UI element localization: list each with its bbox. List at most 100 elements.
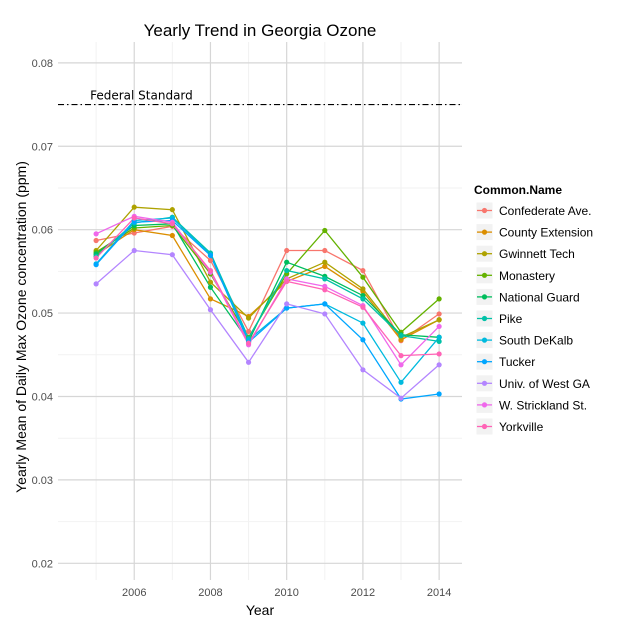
data-point bbox=[245, 315, 252, 321]
plot-area: 2006 2008 2010 2012 2014 0.02 0.03 0.04 0.05 0.06… bbox=[32, 42, 462, 599]
legend-key-point bbox=[481, 380, 488, 386]
data-point bbox=[322, 311, 328, 317]
data-point bbox=[245, 340, 252, 346]
legend-item-label: Pike bbox=[499, 312, 523, 326]
data-point bbox=[207, 296, 214, 302]
data-point bbox=[360, 367, 366, 373]
data-point bbox=[360, 286, 366, 292]
x-tick-label: 2012 bbox=[351, 587, 375, 599]
x-tick-label: 2014 bbox=[427, 587, 451, 599]
data-point bbox=[131, 247, 137, 254]
data-point bbox=[284, 247, 290, 254]
y-tick-label: 0.04 bbox=[32, 391, 53, 403]
legend-key-point bbox=[481, 207, 488, 214]
data-point bbox=[398, 395, 404, 401]
data-point bbox=[360, 296, 366, 302]
x-axis-title: Year bbox=[246, 602, 275, 618]
data-point bbox=[322, 263, 328, 269]
chart-title: Yearly Trend in Georgia Ozone bbox=[144, 21, 377, 40]
data-point bbox=[398, 379, 404, 385]
data-point bbox=[322, 287, 328, 293]
data-point bbox=[398, 353, 404, 359]
data-point bbox=[93, 255, 99, 261]
y-tick-label: 0.02 bbox=[32, 558, 53, 570]
data-point bbox=[245, 328, 252, 335]
legend: Common.Name Confederate Ave. County Extens… bbox=[474, 183, 593, 436]
data-point bbox=[360, 274, 366, 280]
x-tick-label: 2008 bbox=[198, 587, 222, 599]
data-point bbox=[207, 252, 214, 259]
data-point bbox=[436, 296, 442, 302]
data-point bbox=[169, 207, 175, 213]
data-point bbox=[169, 232, 175, 239]
data-point bbox=[207, 257, 214, 264]
legend-key-point bbox=[481, 272, 488, 278]
y-axis-title: Yearly Mean of Daily Max Ozone concentra… bbox=[13, 161, 29, 493]
data-point bbox=[436, 391, 442, 397]
y-tick-label: 0.05 bbox=[32, 308, 53, 320]
legend-item-label: South DeKalb bbox=[499, 334, 573, 348]
legend-key-point bbox=[481, 251, 488, 257]
series-line bbox=[95, 206, 440, 339]
data-point bbox=[169, 252, 175, 258]
legend-item-label: National Guard bbox=[499, 290, 580, 304]
legend-item-label: Univ. of West GA bbox=[499, 377, 590, 391]
y-tick-label: 0.06 bbox=[32, 225, 53, 237]
data-point bbox=[436, 317, 442, 323]
data-point bbox=[207, 284, 214, 290]
legend-item-label: Tucker bbox=[499, 355, 535, 369]
data-point bbox=[360, 267, 366, 274]
data-point bbox=[322, 259, 328, 265]
series-line bbox=[95, 223, 440, 343]
data-point bbox=[436, 362, 442, 368]
data-point bbox=[207, 307, 214, 313]
y-tick-label: 0.08 bbox=[32, 58, 53, 70]
reference-line-label: Federal Standard bbox=[90, 89, 193, 103]
data-point bbox=[169, 221, 175, 227]
data-point bbox=[131, 204, 137, 210]
legend-key-point bbox=[481, 294, 488, 300]
series-line bbox=[95, 249, 440, 400]
data-point bbox=[436, 311, 442, 317]
series-line bbox=[95, 216, 440, 343]
data-point bbox=[360, 337, 366, 343]
data-point bbox=[436, 334, 442, 340]
data-point bbox=[284, 278, 290, 284]
data-point bbox=[322, 227, 328, 234]
data-point bbox=[322, 247, 328, 254]
data-point bbox=[284, 259, 290, 265]
data-point bbox=[284, 301, 290, 307]
legend-key-point bbox=[481, 402, 488, 408]
legend-item-label: Gwinnett Tech bbox=[499, 247, 575, 261]
data-point bbox=[360, 320, 366, 326]
panel-background bbox=[58, 42, 462, 580]
data-point bbox=[436, 338, 442, 345]
series-line bbox=[95, 217, 440, 357]
data-point bbox=[93, 262, 99, 268]
data-point bbox=[93, 231, 99, 237]
legend-item-label: County Extension bbox=[499, 226, 593, 240]
data-point bbox=[207, 279, 214, 285]
data-point bbox=[245, 359, 252, 365]
y-tick-label: 0.07 bbox=[32, 141, 53, 153]
data-point bbox=[284, 267, 290, 274]
legend-item-label: Monastery bbox=[499, 269, 555, 283]
data-point bbox=[398, 362, 404, 368]
data-point bbox=[93, 281, 99, 287]
legend-key-point bbox=[481, 359, 488, 365]
data-point bbox=[284, 305, 290, 311]
legend-key-point bbox=[481, 229, 488, 235]
legend-item-label: W. Strickland St. bbox=[499, 398, 587, 412]
legend-key-point bbox=[481, 337, 488, 343]
data-point bbox=[322, 276, 328, 282]
legend-item-label: Yorkville bbox=[499, 420, 544, 434]
legend-key-point bbox=[481, 423, 488, 430]
y-tick-label: 0.03 bbox=[32, 475, 53, 487]
data-point bbox=[207, 267, 214, 274]
data-point bbox=[436, 323, 442, 330]
legend-title: Common.Name bbox=[474, 183, 562, 197]
legend-item-label: Confederate Ave. bbox=[499, 204, 592, 218]
data-point bbox=[322, 301, 328, 307]
x-tick-label: 2006 bbox=[122, 587, 146, 599]
